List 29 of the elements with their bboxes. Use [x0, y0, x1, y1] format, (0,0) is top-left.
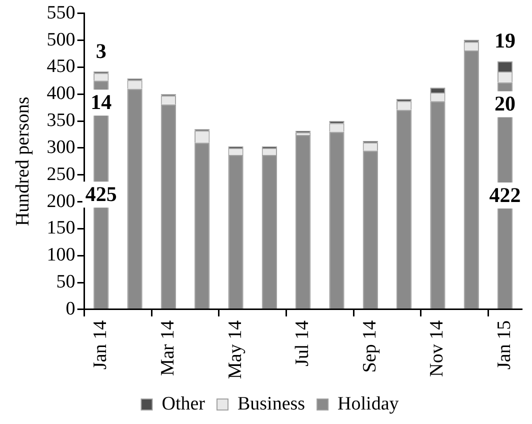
data-label: 14 — [90, 90, 112, 114]
data-label: 19 — [494, 28, 516, 53]
data-label: 425 — [85, 182, 117, 206]
legend-label: Other — [162, 393, 206, 414]
y-tick-label: 400 — [46, 83, 76, 104]
data-label: 3 — [96, 38, 106, 63]
data-label: 422 — [489, 182, 521, 207]
x-tick-label: Sep 14 — [359, 320, 380, 373]
y-tick-label: 150 — [46, 218, 76, 239]
legend-label: Business — [237, 393, 306, 414]
y-tick-label: 200 — [46, 190, 76, 212]
y-tick-label: 50 — [56, 271, 76, 292]
data-label: 20 — [494, 92, 516, 116]
x-tick-label: Nov 14 — [426, 320, 448, 377]
y-tick-label: 100 — [46, 244, 76, 266]
y-tick-label: 0 — [66, 298, 76, 320]
legend-label: Holiday — [338, 393, 400, 414]
y-tick-label: 500 — [46, 29, 76, 50]
x-tick-label: May 14 — [224, 320, 246, 379]
y-axis-title: Hundred persons — [12, 96, 34, 226]
y-tick-label: 250 — [46, 164, 76, 185]
y-tick-label: 300 — [46, 136, 76, 158]
y-tick-label: 450 — [46, 56, 76, 78]
y-tick-label: 550 — [46, 2, 76, 24]
y-tick-label: 350 — [46, 110, 76, 132]
x-tick-label: Jul 14 — [292, 320, 314, 366]
x-tick-label: Jan 14 — [90, 320, 112, 370]
x-tick-label: Mar 14 — [157, 320, 178, 376]
x-tick-label: Jan 15 — [494, 320, 516, 370]
